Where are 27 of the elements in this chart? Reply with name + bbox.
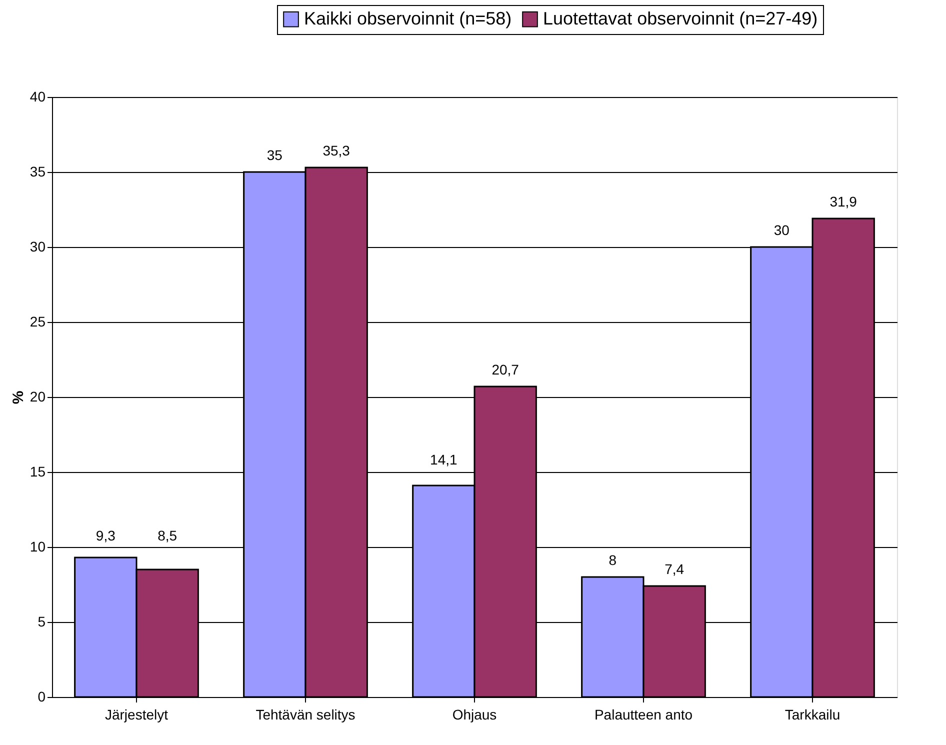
legend-label: Luotettavat observoinnit (n=27-49) [543,8,818,28]
data-label: 7,4 [664,561,684,577]
data-label: 35 [266,147,283,163]
data-label: 9,3 [96,528,116,544]
y-tick-label: 40 [30,88,46,104]
y-tick-label: 15 [30,464,46,480]
x-tick-label: Palautteen anto [594,706,693,722]
y-tick-label: 0 [38,688,46,704]
data-label: 20,7 [492,362,520,378]
x-tick-label: Ohjaus [452,706,497,722]
x-tick-label: Tarkkailu [784,706,840,722]
data-label: 35,3 [322,142,350,158]
y-tick-label: 35 [30,164,46,180]
data-label: 8,5 [158,528,178,544]
y-tick-label: 25 [30,314,46,330]
x-tick-label: Järjestelyt [104,706,168,722]
data-label: 30 [774,222,790,238]
y-axis-title: % [10,390,27,404]
x-tick-label: Tehtävän selitys [256,706,356,722]
y-tick-label: 30 [30,238,46,254]
y-tick-label: 20 [30,388,46,404]
data-label: 14,1 [430,452,458,468]
legend-label: Kaikki observoinnit (n=58) [304,8,512,28]
y-tick-label: 5 [38,614,46,630]
data-label: 8 [608,552,617,568]
y-tick-label: 10 [30,538,46,554]
data-label: 31,9 [830,194,858,210]
